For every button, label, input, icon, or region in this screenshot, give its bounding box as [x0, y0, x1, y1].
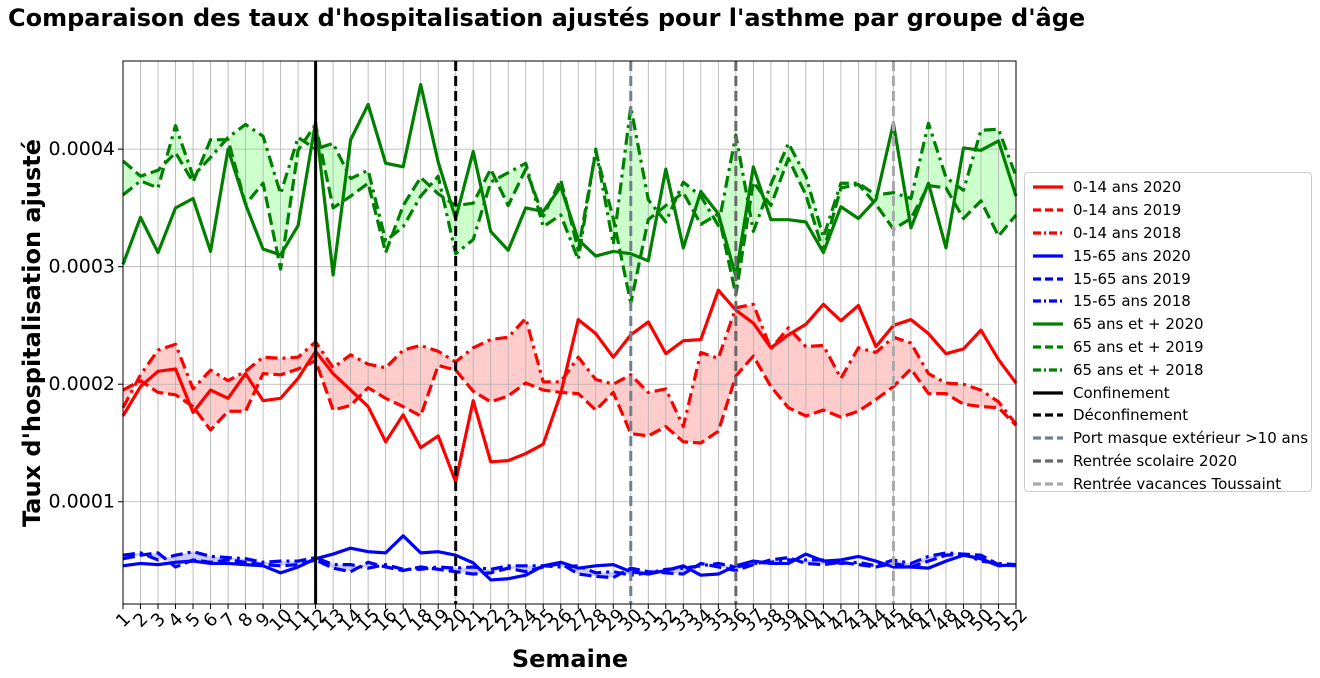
- legend-label: 15-65 ans 2019: [1073, 269, 1191, 288]
- y-tick-label: 0.0002: [49, 373, 115, 395]
- legend-swatch: [1033, 226, 1063, 240]
- y-tick-label: 0.0004: [49, 138, 115, 160]
- legend-label: 0-14 ans 2019: [1073, 201, 1182, 220]
- legend-swatch: [1033, 203, 1063, 217]
- series-line-0-14-ans-2019: [122, 354, 1018, 445]
- legend-label: 65 ans et + 2018: [1073, 360, 1204, 379]
- legend-label: Confinement: [1073, 383, 1170, 402]
- legend: 0-14 ans 2020 0-14 ans 2019 0-14 ans 2018 1…: [1024, 172, 1312, 495]
- legend-item: 15-65 ans 2018: [1033, 290, 1311, 313]
- legend-swatch: [1033, 363, 1063, 377]
- legend-item: 65 ans et + 2018: [1033, 358, 1311, 381]
- fill-band-0: [123, 304, 1016, 443]
- legend-swatch: [1033, 454, 1063, 468]
- legend-label: Port masque extérieur >10 ans: [1073, 429, 1309, 448]
- legend-swatch: [1033, 294, 1063, 308]
- legend-label: 65 ans et + 2019: [1073, 337, 1204, 356]
- legend-swatch: [1033, 272, 1063, 286]
- series-line-15-65-ans-2018: [122, 550, 1017, 577]
- legend-item: 0-14 ans 2020: [1033, 176, 1311, 199]
- legend-label: 65 ans et + 2020: [1073, 315, 1204, 334]
- legend-item: Rentrée scolaire 2020: [1033, 450, 1311, 473]
- legend-item: Rentrée vacances Toussaint: [1033, 472, 1311, 495]
- legend-swatch: [1033, 386, 1063, 400]
- legend-item: Déconfinement: [1033, 404, 1311, 427]
- plot-frame: [122, 60, 1017, 605]
- legend-swatch: [1033, 249, 1063, 263]
- y-tick-label: 0.0001: [49, 491, 115, 513]
- fill-band-2: [123, 106, 1016, 304]
- legend-item: 65 ans et + 2020: [1033, 313, 1311, 336]
- legend-swatch: [1033, 180, 1063, 194]
- legend-label: 0-14 ans 2018: [1073, 223, 1182, 242]
- series-line-65-ans-et-2018: [121, 105, 1018, 262]
- x-axis-label: Semaine: [512, 645, 628, 673]
- legend-item: 15-65 ans 2020: [1033, 244, 1311, 267]
- y-tick-label: 0.0003: [49, 256, 115, 278]
- series-line-15-65-ans-2019: [122, 551, 1017, 580]
- legend-label: 15-65 ans 2020: [1073, 246, 1191, 265]
- series-line-65-ans-et-2019: [121, 122, 1018, 305]
- legend-item: 15-65 ans 2019: [1033, 267, 1311, 290]
- legend-label: Rentrée scolaire 2020: [1073, 451, 1238, 470]
- legend-item: 0-14 ans 2019: [1033, 199, 1311, 222]
- chart-title: Comparaison des taux d'hospitalisation a…: [8, 4, 1086, 32]
- legend-item: Port masque extérieur >10 ans: [1033, 427, 1311, 450]
- legend-label: Rentrée vacances Toussaint: [1073, 474, 1282, 493]
- legend-item: 65 ans et + 2019: [1033, 336, 1311, 359]
- series-line-0-14-ans-2018: [121, 302, 1018, 429]
- legend-item: 0-14 ans 2018: [1033, 222, 1311, 245]
- legend-swatch: [1033, 408, 1063, 422]
- legend-swatch: [1033, 340, 1063, 354]
- series-line-0-14-ans-2020: [121, 288, 1018, 484]
- x-tick-label: 52: [1001, 605, 1032, 636]
- legend-swatch: [1033, 431, 1063, 445]
- legend-item: Confinement: [1033, 381, 1311, 404]
- series-line-65-ans-et-2020: [121, 82, 1018, 278]
- series-line-15-65-ans-2020: [122, 534, 1017, 582]
- legend-swatch: [1033, 317, 1063, 331]
- legend-label: 0-14 ans 2020: [1073, 178, 1182, 197]
- legend-swatch: [1033, 477, 1063, 491]
- legend-label: Déconfinement: [1073, 406, 1189, 425]
- legend-label: 15-65 ans 2018: [1073, 292, 1191, 311]
- y-axis-label: Taux d'hospitalisation ajusté: [18, 139, 46, 527]
